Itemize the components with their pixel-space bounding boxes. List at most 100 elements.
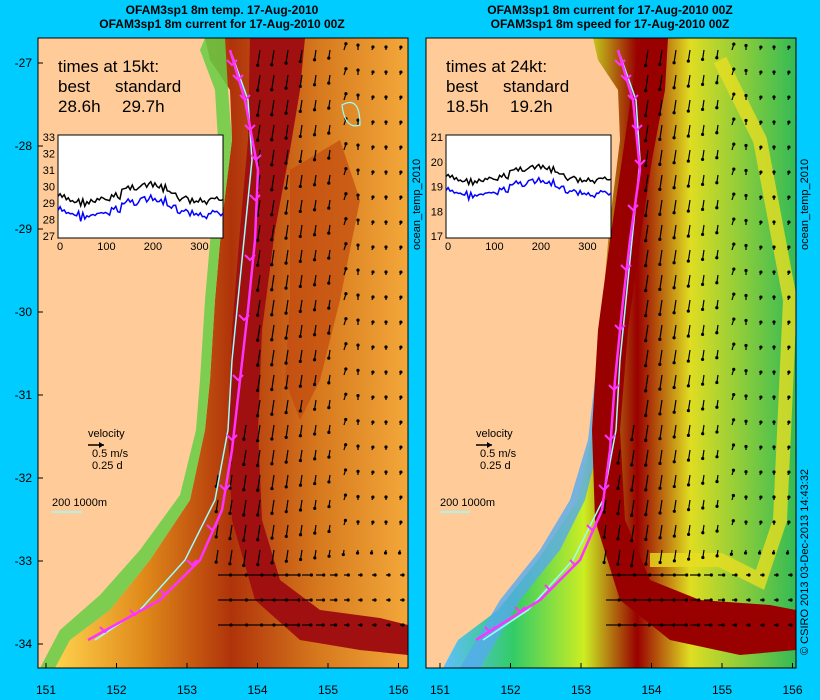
velocity-arrow [299,149,303,162]
left-velocity-arrows [214,42,405,627]
velocity-arrow-head [399,445,403,449]
velocity-arrow [285,149,289,164]
left-velocity-scale-head [99,442,104,448]
velocity-arrow-head [256,313,260,317]
velocity-arrow-head [630,438,634,442]
velocity-arrow [673,199,677,213]
velocity-arrow [617,549,621,565]
velocity-arrow-head [772,420,776,424]
velocity-arrow-head [715,380,719,385]
velocity-arrow [659,549,663,563]
velocity-arrow-head [242,513,246,517]
velocity-arrow-head [731,443,736,447]
velocity-arrow-head [672,236,676,240]
velocity-arrow [299,324,303,337]
velocity-arrow [257,99,261,116]
velocity-arrow [243,424,247,440]
velocity-arrow-head [399,145,403,149]
velocity-arrow-head [672,261,676,265]
velocity-arrow-head [284,623,288,627]
velocity-arrow-head [602,535,606,539]
velocity-arrow-head [672,286,676,290]
velocity-arrow-head [384,445,388,449]
velocity-arrow [687,99,691,112]
velocity-arrow-head [747,623,751,627]
velocity-arrow [687,224,691,237]
velocity-arrow [271,224,275,240]
velocity-arrow-head [356,394,360,398]
velocity-arrow-head [658,287,662,291]
velocity-arrow-head [759,520,763,524]
velocity-arrow-head [256,138,260,142]
left-velocity-legend: velocity 0.5 m/s 0.25 d 200 1000m [52,428,129,513]
velocity-arrow [659,424,663,439]
route-chevron [620,74,632,82]
velocity-arrow [659,399,663,415]
velocity-arrow-head [401,598,405,602]
velocity-arrow-head [313,506,317,510]
velocity-arrow-head [256,88,260,92]
velocity-arrow-head [284,361,288,365]
velocity-arrow [285,199,289,214]
velocity-arrow-head [787,70,791,74]
right-route-chevrons [484,59,646,634]
velocity-arrow-head [327,231,331,235]
velocity-arrow-head [327,356,331,360]
velocity-arrow-head [384,345,388,349]
route-chevron [614,324,626,332]
lat-tick-label: -28 [15,139,33,153]
velocity-arrow-head [298,508,303,512]
route-chevron [159,589,171,597]
velocity-arrow [687,124,691,137]
right-best-route [475,49,642,642]
velocity-arrow-head [734,598,738,602]
velocity-arrow [313,49,317,60]
velocity-arrow-head [387,598,391,602]
velocity-arrow-head [744,43,748,48]
velocity-arrow [271,524,275,539]
velocity-arrow-head [700,357,705,362]
inset-x-tick: 100 [485,241,503,253]
velocity-arrow-head [759,120,763,124]
velocity-arrow [299,49,303,62]
velocity-arrow-head [284,136,288,140]
inset-y-tick: 19 [431,182,443,194]
velocity-arrow-head [256,538,260,542]
velocity-arrow [673,224,677,238]
velocity-arrow-head [312,382,317,387]
velocity-arrow-head [722,573,726,577]
velocity-arrow-head [284,336,288,340]
velocity-arrow [299,499,303,511]
left-velocity-label: velocity [88,428,125,440]
velocity-arrow [659,299,663,315]
velocity-arrow-head [298,557,303,562]
velocity-arrow-head [732,67,736,71]
route-chevron [250,154,262,162]
velocity-arrow-head [298,184,302,189]
velocity-arrow [257,349,261,366]
velocity-arrow-head [327,554,331,558]
route-chevron [206,524,218,532]
velocity-arrow [285,424,289,438]
velocity-arrow-head [371,295,375,299]
route-chevron [238,314,250,322]
velocity-arrow [687,49,691,62]
velocity-arrow-head [270,138,274,142]
velocity-arrow-head [701,481,705,485]
velocity-arrow [271,549,275,563]
velocity-arrow-head [298,159,302,164]
velocity-arrow-head [312,183,317,187]
velocity-arrow-head [772,395,776,399]
velocity-arrow-head [356,218,360,222]
velocity-arrow [617,524,621,540]
velocity-arrow-head [744,444,748,449]
velocity-arrow [659,49,663,65]
velocity-arrow-head [761,573,765,577]
velocity-arrow-head [658,62,662,66]
velocity-arrow [645,174,649,191]
velocity-arrow-head [644,338,648,343]
velocity-arrow [313,324,317,335]
velocity-arrow-head [341,552,345,557]
velocity-arrow-head [371,395,375,399]
velocity-arrow-head [284,61,288,65]
